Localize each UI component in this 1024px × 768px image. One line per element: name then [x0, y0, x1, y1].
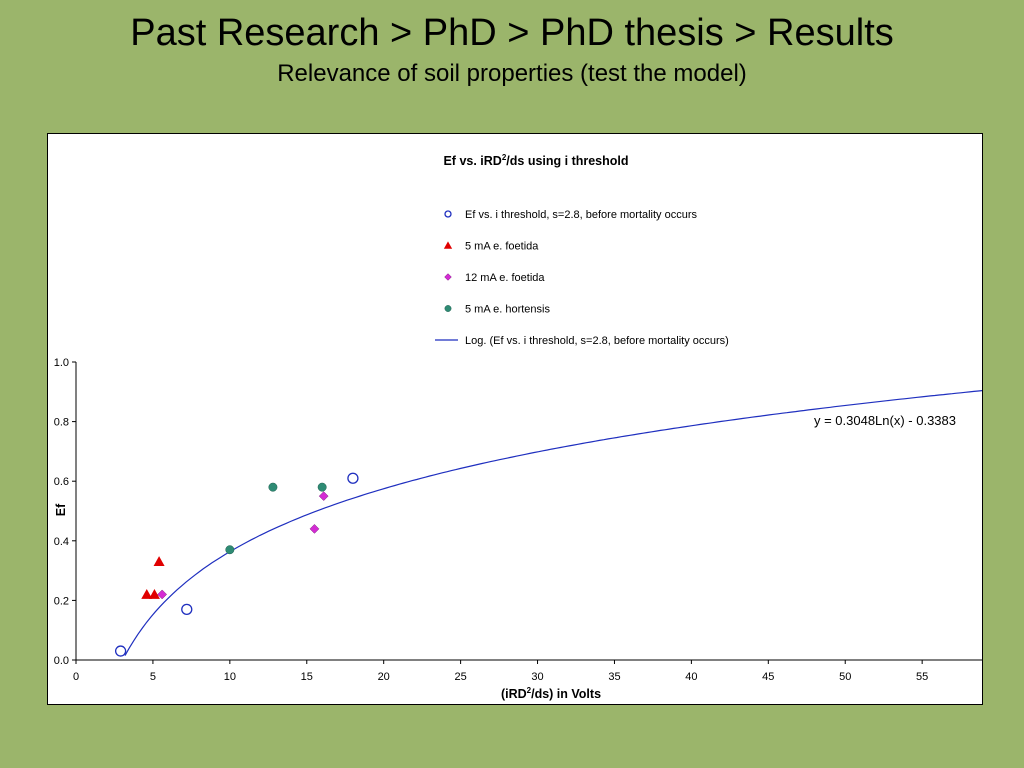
data-point-triangle	[141, 588, 153, 599]
x-tick-label: 30	[531, 671, 543, 683]
x-tick-label: 20	[378, 671, 390, 683]
legend-marker-dot	[444, 305, 452, 312]
legend-label: Log. (Ef vs. i threshold, s=2.8, before …	[465, 335, 729, 347]
data-point-diamond	[309, 524, 320, 534]
data-point-dot	[268, 482, 278, 492]
y-tick-label: 0.8	[54, 417, 69, 429]
data-point-dot	[317, 482, 327, 492]
data-point-circle-open	[114, 645, 127, 657]
y-tick-label: 0.6	[54, 476, 69, 488]
x-tick-label: 35	[608, 671, 620, 683]
data-point-diamond	[318, 491, 329, 501]
x-tick-label: 5	[150, 671, 156, 683]
x-tick-label: 15	[301, 671, 313, 683]
slide-subtitle: Relevance of soil properties (test the m…	[277, 60, 747, 87]
y-tick-label: 0.2	[54, 595, 69, 607]
slide-title: Past Research > PhD > PhD thesis > Resul…	[130, 12, 894, 54]
points-layer	[114, 472, 359, 657]
chart-axes: 0.0 0.2 0.4 0.6 0.8 1.0 0 5 10 15 20 25 30 35 40 45 50 55…	[54, 357, 982, 683]
data-point-triangle	[148, 588, 160, 599]
legend-label: 12 mA e. foetida	[465, 272, 545, 284]
x-tick-label: 45	[762, 671, 774, 683]
legend-label: 5 mA e. hortensis	[465, 304, 550, 316]
data-point-circle-open	[181, 603, 193, 615]
x-tick-label: 0	[73, 671, 79, 683]
legend-marker-triangle	[443, 241, 453, 249]
x-tick-label: 10	[224, 671, 236, 683]
trendline-equation: y = 0.3048Ln(x) - 0.3383	[814, 413, 956, 428]
y-tick-label: 1.0	[54, 357, 69, 369]
data-point-circle-open	[347, 472, 359, 484]
chart-legend: Ef vs. i threshold, s=2.8, before mortal…	[435, 209, 729, 347]
scatter-chart: Ef vs. iRD2/ds using i threshold Ef vs. …	[54, 153, 982, 701]
data-point-dot	[225, 545, 235, 555]
y-axis-label: Ef	[54, 503, 68, 516]
trendline-layer	[124, 390, 982, 656]
data-point-diamond	[157, 589, 168, 600]
legend-label: Ef vs. i threshold, s=2.8, before mortal…	[465, 209, 698, 221]
x-tick-label: 50	[839, 671, 851, 683]
legend-marker-circle-open	[444, 210, 452, 218]
chart-title: Ef vs. iRD2/ds using i threshold	[443, 153, 628, 168]
chart-frame: Ef vs. iRD2/ds using i threshold Ef vs. …	[47, 133, 983, 705]
x-tick-label: 25	[454, 671, 466, 683]
y-tick-label: 0.0	[54, 655, 69, 667]
x-tick-label: 40	[685, 671, 697, 683]
trendline	[124, 390, 982, 656]
legend-marker-diamond	[444, 273, 452, 281]
data-point-triangle	[153, 556, 165, 567]
x-axis-label: (iRD2/ds) in Volts	[501, 686, 601, 701]
x-tick-label: 55	[916, 671, 928, 683]
legend-label: 5 mA e. foetida	[465, 241, 539, 253]
y-tick-label: 0.4	[54, 536, 69, 548]
